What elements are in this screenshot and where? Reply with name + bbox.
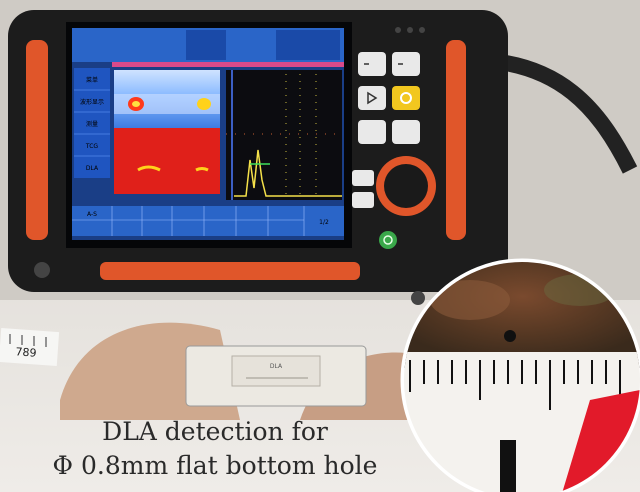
arrow-button-up <box>352 170 374 186</box>
screw <box>34 262 50 278</box>
screw <box>411 291 425 305</box>
screen-menu-item: 菜单 <box>86 76 98 84</box>
ruler-numbers: 789 <box>15 345 37 359</box>
screen-menu-item: TCG <box>85 143 99 150</box>
screen-mode-label: A-S <box>87 211 97 218</box>
bumper-right <box>446 40 466 240</box>
bumper-bottom <box>100 262 360 280</box>
flat-bottom-hole <box>504 330 516 342</box>
play-button <box>358 86 386 110</box>
db-button-1 <box>358 52 386 76</box>
screen-menu-item: 测量 <box>86 120 98 128</box>
gate-button-2 <box>392 120 420 144</box>
screen-menu <box>74 68 110 178</box>
hardware-buttons <box>352 27 436 249</box>
bumper-left <box>26 40 48 240</box>
caption: DLA detection for Φ 0.8mm flat bottom ho… <box>40 415 390 483</box>
gate-button-1 <box>358 120 386 144</box>
screen-bottom-bar <box>72 206 344 236</box>
power-button <box>379 231 397 249</box>
probe-label: DLA <box>270 363 283 370</box>
db-button-2 <box>392 52 420 76</box>
screen-menu-item: 波形显示 <box>80 98 104 106</box>
arrow-button-down <box>352 192 374 208</box>
rotary-knob <box>384 164 428 208</box>
screen-menu-item: DLA <box>86 165 99 172</box>
freeze-button <box>392 86 420 110</box>
flaw-detector-device <box>8 10 508 305</box>
caption-line-2: Φ 0.8mm flat bottom hole <box>52 451 378 480</box>
b-scan-image <box>114 70 220 194</box>
caption-line-1: DLA detection for <box>102 417 328 446</box>
ruler-strip <box>0 328 60 366</box>
a-scan-waveform <box>226 70 342 200</box>
screen-page-label: 1/2 <box>319 219 329 226</box>
